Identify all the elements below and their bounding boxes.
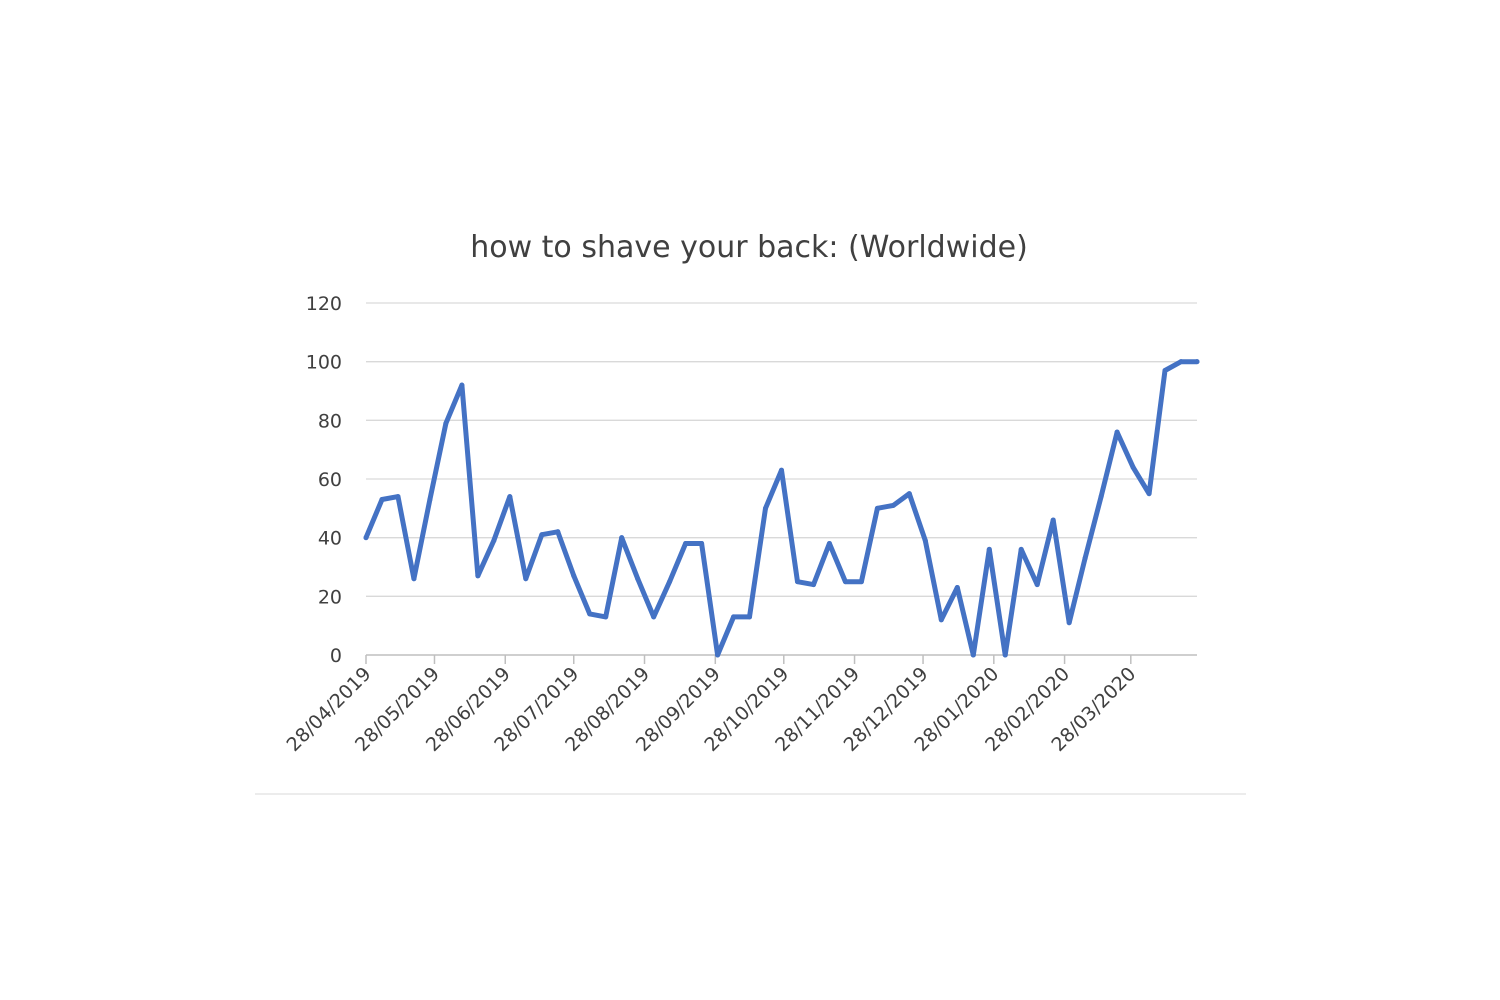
data-point (842, 579, 848, 585)
data-point (1098, 494, 1104, 500)
data-point (395, 494, 401, 500)
data-point (571, 573, 577, 579)
data-point (1162, 367, 1168, 373)
data-point (523, 576, 529, 582)
data-point (603, 614, 609, 620)
data-point (1066, 620, 1072, 626)
y-tick-label: 100 (306, 352, 342, 374)
data-point (683, 541, 689, 547)
data-point (379, 497, 385, 503)
data-point (906, 491, 912, 497)
data-point (1082, 555, 1088, 561)
data-point (475, 573, 481, 579)
data-point (986, 546, 992, 552)
data-point (1114, 429, 1120, 435)
plot-series (363, 359, 1200, 658)
data-point (826, 541, 832, 547)
data-point (1034, 582, 1040, 588)
data-point (970, 652, 976, 658)
y-tick-label: 60 (318, 469, 342, 491)
data-point (938, 617, 944, 623)
data-point (747, 614, 753, 620)
y-tick-label: 40 (318, 528, 342, 550)
data-point (1194, 359, 1200, 365)
data-point (858, 579, 864, 585)
data-point (890, 502, 896, 508)
data-point (363, 535, 369, 541)
data-point (954, 585, 960, 591)
data-point (459, 382, 465, 388)
x-axis (365, 654, 1197, 664)
data-point (794, 579, 800, 585)
data-point (667, 579, 673, 585)
data-point (922, 538, 928, 544)
data-point (1178, 359, 1184, 365)
y-tick-label: 0 (330, 645, 342, 667)
data-point (1050, 517, 1056, 523)
y-tick-label: 120 (306, 293, 342, 315)
series-line (363, 359, 1200, 658)
data-point (1002, 652, 1008, 658)
y-axis-tick-labels: 0 20 40 60 80 100 120 (306, 293, 342, 667)
data-point (587, 611, 593, 617)
x-axis-tick-labels: 28/04/201928/05/201928/06/201928/07/2019… (283, 663, 1141, 756)
data-point (763, 505, 769, 511)
data-point (635, 576, 641, 582)
data-point (1146, 491, 1152, 497)
data-point (555, 529, 561, 535)
data-point (619, 535, 625, 541)
y-tick-label: 20 (318, 586, 342, 608)
data-point (779, 467, 784, 473)
data-point (427, 497, 433, 503)
data-point (874, 505, 880, 511)
chart-title: how to shave your back: (Worldwide) (470, 230, 1028, 265)
data-point (699, 541, 705, 547)
data-point (491, 538, 497, 544)
data-point (443, 420, 449, 426)
data-point (715, 652, 721, 658)
gridlines (366, 302, 1197, 597)
y-tick-label: 80 (318, 410, 342, 432)
data-point (1130, 464, 1136, 470)
data-point (539, 532, 545, 538)
data-point (507, 494, 513, 500)
data-point (411, 576, 417, 582)
data-point (651, 614, 657, 620)
data-point (810, 582, 816, 588)
data-point (1018, 546, 1024, 552)
data-point (731, 614, 737, 620)
